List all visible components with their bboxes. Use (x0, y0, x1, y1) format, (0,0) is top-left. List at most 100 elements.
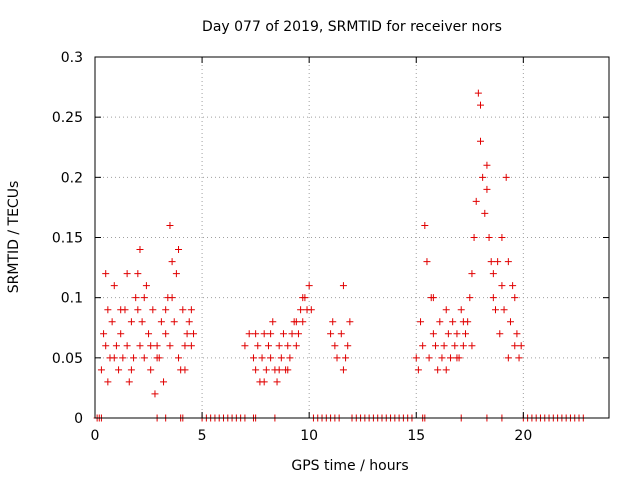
data-point (102, 342, 110, 350)
data-point (102, 270, 110, 278)
data-point (260, 378, 268, 386)
data-point (429, 294, 437, 302)
data-point (172, 270, 180, 278)
data-point (453, 354, 461, 362)
data-point (511, 342, 519, 350)
data-point (489, 294, 497, 302)
data-point (421, 221, 429, 229)
data-point (168, 258, 176, 266)
data-point (160, 378, 168, 386)
data-point (423, 258, 431, 266)
y-tick-label: 0.2 (61, 170, 83, 186)
data-point (168, 294, 176, 302)
data-point (434, 366, 442, 374)
data-point (149, 306, 157, 314)
data-point (462, 330, 470, 338)
data-point (511, 294, 519, 302)
data-point (170, 318, 178, 326)
data-point (104, 378, 112, 386)
data-point (134, 270, 142, 278)
data-point (175, 246, 183, 254)
data-point (494, 258, 502, 266)
data-point (166, 342, 174, 350)
data-point (110, 282, 118, 290)
data-point (132, 294, 140, 302)
data-point (506, 318, 514, 326)
data-point (502, 173, 510, 181)
data-point (481, 209, 489, 217)
data-point (498, 282, 506, 290)
data-point (477, 137, 484, 145)
data-point (108, 318, 116, 326)
data-point (504, 258, 512, 266)
data-point (489, 270, 497, 278)
x-tick-label: 20 (514, 428, 532, 444)
data-point (241, 342, 249, 350)
data-point (286, 354, 294, 362)
data-point (466, 294, 474, 302)
y-tick-label: 0.05 (52, 351, 83, 367)
y-tick-label: 0.3 (61, 50, 83, 66)
y-tick-label: 0.1 (61, 291, 83, 307)
data-point (187, 306, 195, 314)
data-point (299, 294, 307, 302)
data-point (474, 89, 482, 97)
data-point (119, 354, 127, 362)
data-point (140, 294, 148, 302)
data-point (432, 342, 440, 350)
data-point (337, 330, 345, 338)
data-point (449, 318, 457, 326)
data-point (245, 330, 253, 338)
data-point (327, 330, 335, 338)
data-point (436, 318, 444, 326)
data-point (267, 354, 275, 362)
data-point (130, 354, 138, 362)
data-point (142, 282, 150, 290)
data-point (412, 354, 420, 362)
data-point (305, 282, 313, 290)
data-point (254, 342, 262, 350)
data-point (292, 342, 300, 350)
data-point (470, 234, 478, 241)
data-point (483, 161, 491, 169)
data-point (157, 318, 165, 326)
data-point (459, 318, 467, 326)
data-point (117, 306, 125, 314)
data-point (414, 366, 422, 374)
data-point (496, 330, 504, 338)
data-point (307, 306, 315, 314)
data-point (294, 330, 302, 338)
data-point (284, 342, 292, 350)
data-point (442, 306, 450, 314)
data-point (483, 185, 491, 193)
data-point (110, 354, 118, 362)
data-point (491, 306, 499, 314)
data-point (185, 318, 193, 326)
data-point (442, 366, 450, 374)
data-point (123, 342, 131, 350)
x-axis-label: GPS time / hours (291, 458, 408, 474)
data-point (112, 342, 120, 350)
data-point (429, 330, 437, 338)
data-point (509, 282, 517, 290)
marks (93, 89, 587, 422)
data-point (440, 342, 448, 350)
data-point (252, 366, 260, 374)
data-point (181, 366, 189, 374)
data-point (275, 366, 283, 374)
data-point (190, 330, 198, 338)
data-point (515, 354, 523, 362)
data-point (457, 306, 465, 314)
data-point (453, 330, 461, 338)
data-point (292, 318, 300, 326)
grid (95, 57, 609, 418)
x-tick-label: 15 (407, 428, 425, 444)
data-point (513, 330, 521, 338)
data-point (275, 342, 283, 350)
data-point (444, 330, 452, 338)
data-point (438, 354, 446, 362)
data-point (425, 354, 433, 362)
data-point (346, 318, 354, 326)
data-point (472, 197, 480, 205)
